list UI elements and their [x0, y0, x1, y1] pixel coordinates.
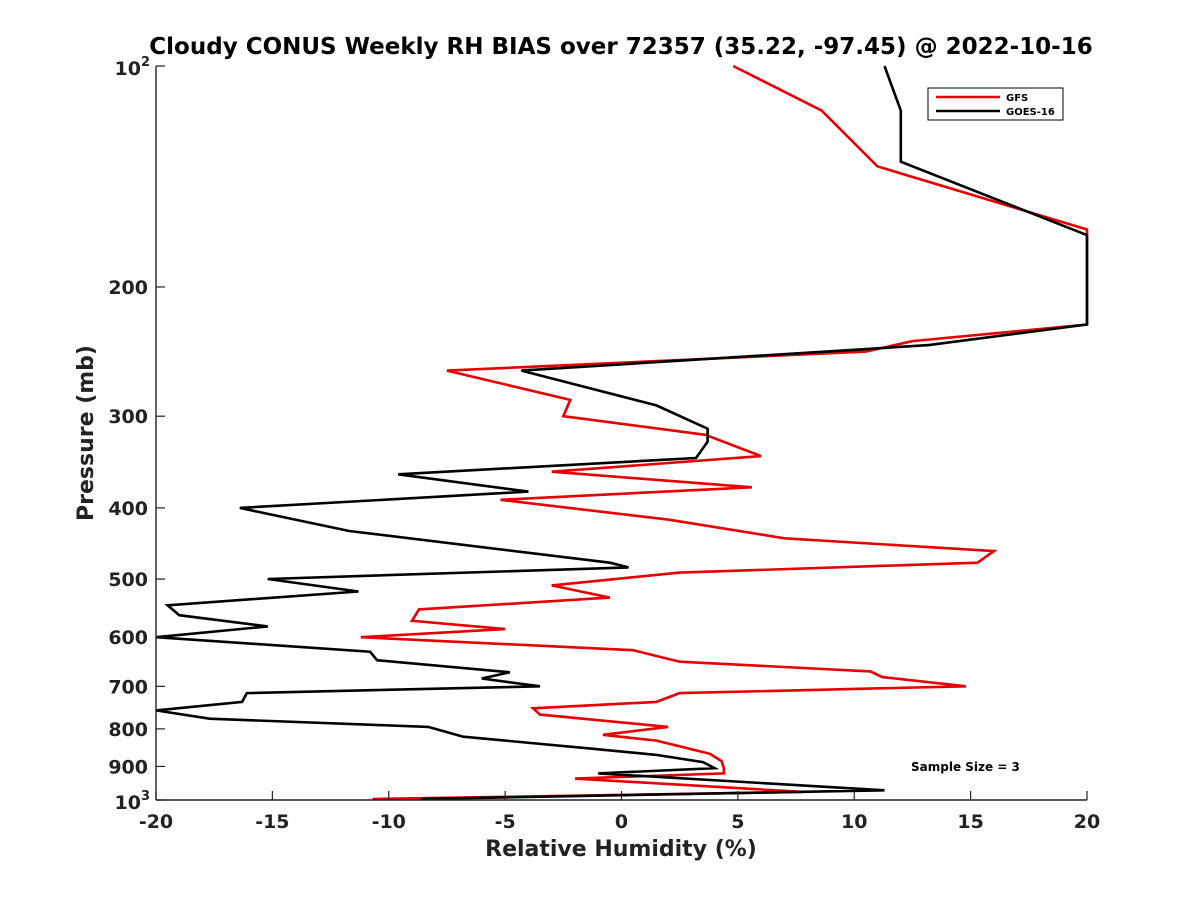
y-tick-label: 103: [115, 789, 151, 814]
x-tick-label: -10: [372, 811, 406, 833]
x-tick-label: 15: [957, 811, 983, 833]
legend-label-gfs: GFS: [1006, 93, 1028, 104]
x-tick-label: 5: [731, 811, 744, 833]
legend-box: [927, 87, 1064, 121]
x-tick-label: 20: [1074, 811, 1100, 833]
x-tick-label: 0: [615, 811, 628, 833]
y-tick-label: 300: [108, 406, 148, 428]
y-tick-label: 200: [108, 277, 148, 299]
legend-label-goes16: GOES-16: [1006, 107, 1055, 118]
x-axis-label: Relative Humidity (%): [485, 837, 757, 862]
series-line-gfs: [360, 64, 1089, 801]
series-lines: [155, 64, 1089, 801]
legend: GFS GOES-16: [927, 87, 1064, 121]
y-tick-label: 102: [115, 55, 151, 80]
x-tick-label: -5: [495, 811, 516, 833]
plot-axes: [155, 66, 1087, 801]
x-tick-label: -15: [255, 811, 289, 833]
y-tick-label: 800: [108, 719, 148, 741]
sample-size-note: Sample Size = 3: [911, 760, 1020, 774]
x-tick-label: -20: [139, 811, 173, 833]
y-ticks: 102 200 300 400 500 600 700 800 900 103: [108, 55, 165, 814]
series-line-goes-16: [155, 65, 1089, 801]
y-tick-label: 400: [108, 498, 148, 520]
y-tick-label: 700: [108, 676, 148, 698]
y-tick-label: 600: [108, 627, 148, 649]
y-tick-label: 500: [108, 569, 148, 591]
x-ticks: -20 -15 -10 -5 0 5 10 15 20: [139, 791, 1100, 833]
x-tick-label: 10: [841, 811, 867, 833]
y-axis-label: Pressure (mb): [74, 345, 99, 521]
chart-title: Cloudy CONUS Weekly RH BIAS over 72357 (…: [149, 34, 1092, 60]
y-tick-label: 900: [108, 756, 148, 778]
